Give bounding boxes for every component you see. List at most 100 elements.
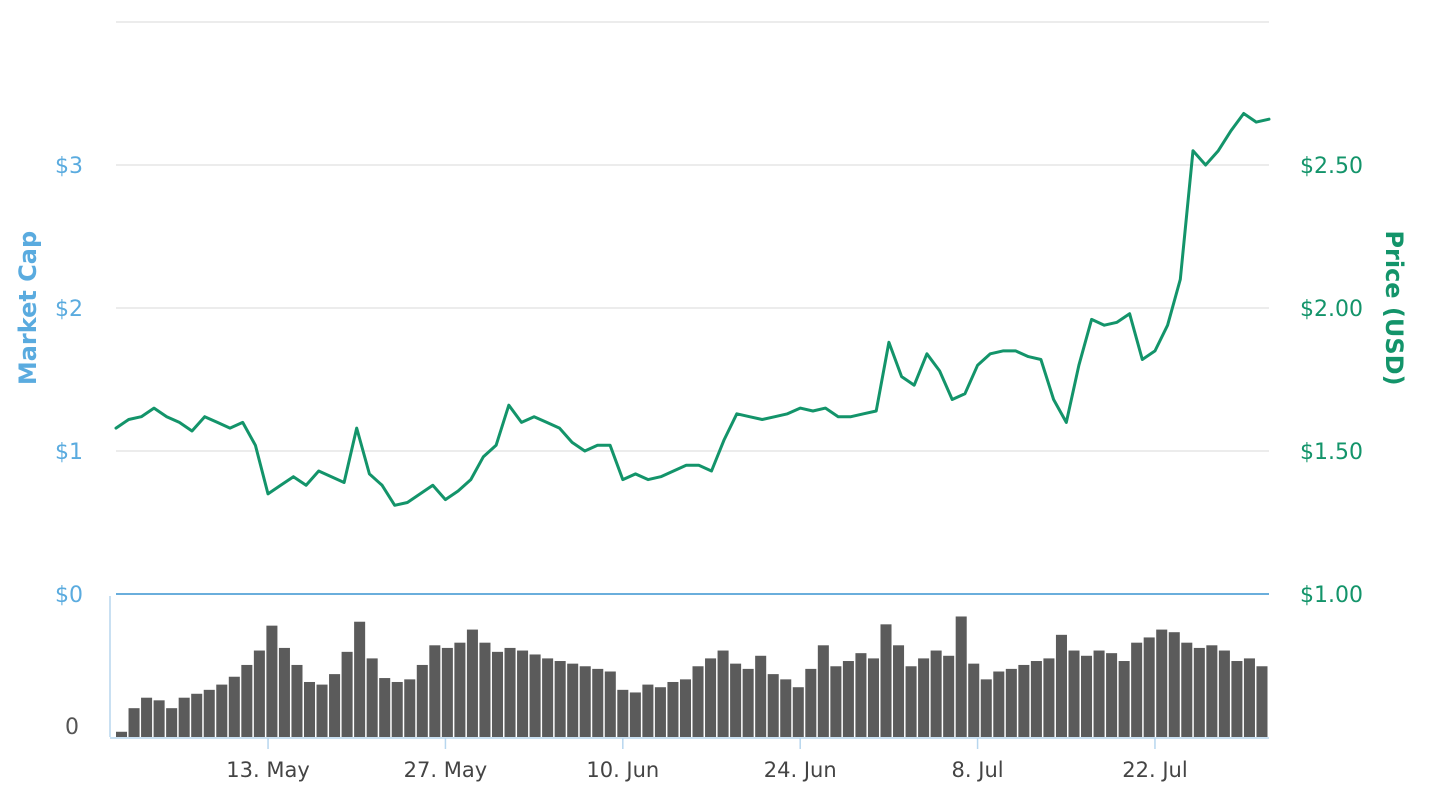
volume-bar bbox=[253, 650, 265, 737]
volume-bar bbox=[379, 678, 391, 737]
volume-bar bbox=[980, 679, 992, 737]
volume-bar bbox=[303, 681, 316, 737]
volume-bar bbox=[742, 668, 754, 737]
volume-bar bbox=[805, 668, 817, 737]
volume-bar bbox=[141, 697, 153, 737]
volume-bar bbox=[867, 658, 879, 737]
volume-bar bbox=[654, 687, 666, 737]
volume-bar bbox=[755, 655, 767, 737]
volume-bar bbox=[1005, 668, 1017, 737]
volume-bar bbox=[504, 647, 516, 737]
volume-bar bbox=[491, 651, 504, 737]
volume-bar bbox=[517, 650, 529, 737]
volume-bar bbox=[316, 684, 328, 737]
volume-bar bbox=[692, 666, 704, 737]
volume-bar bbox=[817, 645, 829, 737]
x-tick-label: 22. Jul bbox=[1122, 758, 1187, 782]
volume-bar bbox=[116, 731, 128, 737]
volume-bar bbox=[1055, 634, 1067, 737]
x-tick-label: 27. May bbox=[404, 758, 488, 782]
volume-bar bbox=[241, 664, 253, 737]
x-tick-label: 13. May bbox=[226, 758, 310, 782]
volume-bar bbox=[1156, 629, 1168, 737]
volume-bar bbox=[178, 697, 190, 737]
volume-bar bbox=[968, 663, 980, 737]
volume-bar bbox=[880, 624, 892, 737]
volume-bar bbox=[203, 689, 215, 737]
volume-bar bbox=[1206, 645, 1218, 737]
volume-bar bbox=[592, 668, 604, 737]
volume-bar bbox=[1181, 642, 1193, 737]
volume-bar bbox=[416, 664, 428, 737]
volume-bar bbox=[604, 671, 616, 737]
volume-bar bbox=[228, 676, 240, 737]
volume-bar bbox=[529, 654, 541, 737]
volume-bar bbox=[855, 653, 867, 737]
volume-bar bbox=[266, 625, 278, 737]
volume-bar bbox=[1131, 642, 1143, 737]
volume-bar bbox=[955, 616, 967, 737]
volume-bar bbox=[1193, 647, 1205, 737]
volume-bar bbox=[943, 655, 955, 737]
x-tick-label: 24. Jun bbox=[764, 758, 837, 782]
volume-bar bbox=[341, 651, 353, 737]
volume-bar bbox=[166, 708, 178, 737]
volume-bar bbox=[1231, 661, 1243, 737]
volume-bar bbox=[842, 661, 854, 737]
volume-bar bbox=[1068, 650, 1080, 737]
y-left-tick-label: $1 bbox=[55, 440, 83, 465]
volume-bar bbox=[278, 647, 290, 737]
volume-bar bbox=[918, 658, 930, 737]
volume-bar bbox=[216, 684, 228, 737]
volume-bar bbox=[391, 681, 403, 737]
volume-bar bbox=[930, 650, 942, 737]
volume-bar bbox=[1106, 653, 1118, 737]
volume-bar bbox=[617, 689, 629, 737]
y-left-tick-label: $0 bbox=[55, 583, 83, 608]
volume-bar bbox=[905, 666, 917, 737]
y-left-tick-label: $3 bbox=[55, 154, 83, 179]
grid-layer bbox=[116, 21, 1269, 452]
volume-bar bbox=[128, 708, 140, 737]
price-line bbox=[114, 112, 1271, 507]
volume-bar bbox=[1018, 664, 1030, 737]
volume-bar bbox=[1168, 632, 1180, 737]
axes-layer bbox=[109, 593, 1269, 749]
volume-bar bbox=[579, 666, 591, 737]
volume-bar bbox=[1043, 658, 1055, 737]
y-right-tick-label: $2.00 bbox=[1300, 297, 1363, 322]
volume-bar bbox=[291, 664, 303, 737]
labels-layer: Market Cap Price (USD) $0 $1.00 $1 $1.50 $2 $… bbox=[14, 154, 1408, 782]
volume-bar bbox=[441, 647, 453, 737]
volume-bar bbox=[893, 645, 905, 737]
volume-bar bbox=[993, 671, 1005, 737]
y-right-tick-label: $1.00 bbox=[1300, 583, 1363, 608]
volume-bar bbox=[354, 621, 366, 737]
volume-bar bbox=[429, 645, 441, 737]
volume-bar bbox=[1256, 666, 1268, 737]
volume-bar bbox=[780, 679, 792, 737]
volume-bar bbox=[479, 642, 491, 737]
volume-bar bbox=[730, 663, 742, 737]
volume-bar bbox=[1081, 655, 1093, 737]
volume-bar bbox=[1218, 650, 1230, 737]
volume-bar bbox=[1243, 658, 1255, 737]
volume-y-tick-label: 0 bbox=[65, 715, 79, 740]
volume-bar bbox=[1030, 661, 1042, 737]
y-right-tick-label: $1.50 bbox=[1300, 440, 1363, 465]
y-right-tick-label: $2.50 bbox=[1300, 154, 1363, 179]
volume-bar bbox=[191, 693, 203, 737]
volume-bar bbox=[466, 629, 478, 737]
x-tick-label: 10. Jun bbox=[586, 758, 659, 782]
y-left-axis-label: Market Cap bbox=[14, 231, 42, 385]
volume-bar bbox=[705, 658, 717, 737]
volume-bar bbox=[792, 687, 804, 737]
volume-bar bbox=[153, 700, 165, 737]
volume-bar bbox=[830, 666, 842, 737]
volume-bars-layer bbox=[116, 616, 1268, 737]
volume-bar bbox=[329, 674, 341, 737]
x-tick-label: 8. Jul bbox=[952, 758, 1004, 782]
volume-bar bbox=[629, 692, 641, 737]
